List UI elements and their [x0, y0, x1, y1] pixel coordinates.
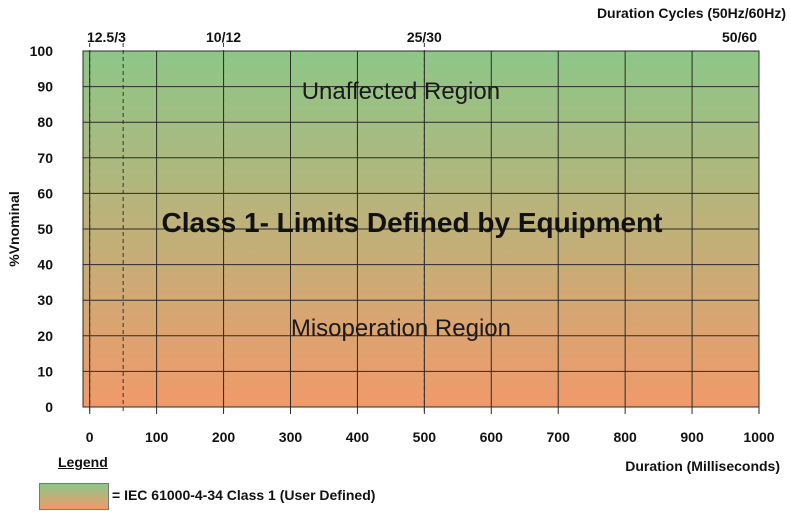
x-tick-label: 200 [212, 429, 236, 445]
x-tick-label: 900 [680, 429, 704, 445]
x-tick-label: 1000 [743, 429, 774, 445]
y-tick-label: 100 [30, 43, 54, 59]
y-tick-label: 90 [37, 79, 53, 95]
legend-title: Legend [58, 454, 108, 470]
x-tick-label: 0 [86, 429, 94, 445]
x-axis-title: Duration (Milliseconds) [625, 458, 780, 474]
x-tick-label: 500 [413, 429, 437, 445]
cycle-marker-label: 12.5/3 [87, 29, 126, 45]
top-axis-title: Duration Cycles (50Hz/60Hz) [597, 5, 786, 21]
y-tick-label: 60 [37, 185, 53, 201]
y-tick-label: 70 [37, 150, 53, 166]
cycle-markers [89, 43, 425, 414]
y-axis-title: %Vnominal [6, 191, 22, 266]
region-label-unaffected: Unaffected Region [302, 78, 500, 105]
y-tick-label: 40 [37, 257, 53, 273]
legend-entry: = IEC 61000-4-34 Class 1 (User Defined) [112, 487, 376, 503]
y-tick-label: 10 [37, 363, 53, 379]
grid [82, 50, 760, 414]
x-tick-label: 400 [346, 429, 370, 445]
chart-title: Class 1- Limits Defined by Equipment [162, 207, 663, 238]
x-tick-label: 800 [613, 429, 637, 445]
legend-swatch [39, 483, 109, 510]
y-tick-label: 80 [37, 114, 53, 130]
region-label-misoperation: Misoperation Region [291, 315, 511, 342]
x-tick-label: 300 [279, 429, 303, 445]
cycle-marker-label: 10/12 [206, 29, 241, 45]
y-tick-label: 30 [37, 292, 53, 308]
x-tick-label: 100 [145, 429, 169, 445]
y-tick-label: 50 [37, 221, 53, 237]
cycle-marker-label: 25/30 [407, 29, 442, 45]
plot-frame [82, 50, 760, 408]
cycle-marker-label: 50/60 [722, 29, 757, 45]
x-tick-label: 600 [480, 429, 504, 445]
y-tick-label: 20 [37, 328, 53, 344]
x-tick-label: 700 [547, 429, 571, 445]
y-tick-label: 0 [45, 399, 53, 415]
